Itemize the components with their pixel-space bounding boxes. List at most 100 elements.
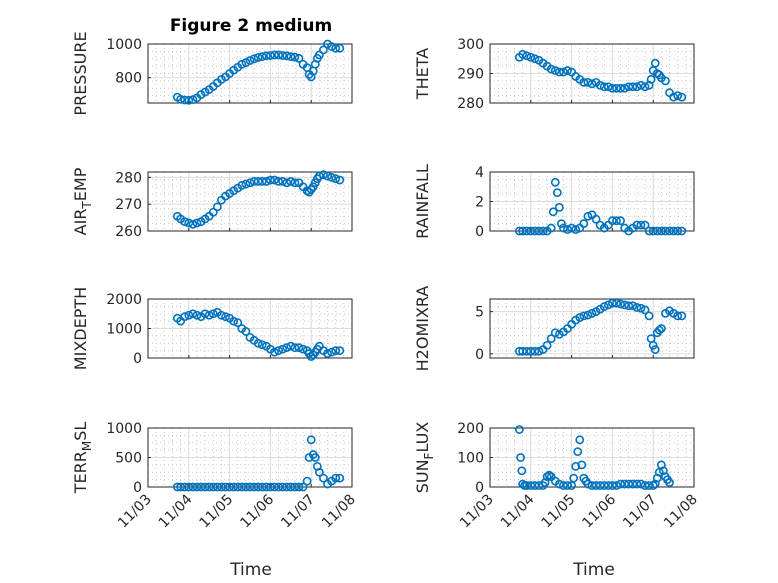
data-point (616, 216, 625, 226)
data-point (274, 346, 283, 356)
data-point (188, 219, 198, 229)
data-point (563, 66, 572, 75)
data-point (644, 481, 654, 490)
data-point (278, 176, 288, 186)
data-point (522, 226, 532, 236)
data-point (587, 481, 597, 490)
y-axis-label: TERRMSL (71, 422, 94, 495)
data-point (661, 226, 670, 236)
y-axis-label-part: T (80, 201, 94, 210)
data-point (184, 482, 194, 492)
y-tick-label: 0 (133, 480, 142, 496)
figure-title: Figure 2 medium (170, 16, 332, 36)
data-point (644, 226, 654, 236)
data-point (282, 482, 292, 492)
data-point (628, 301, 638, 311)
data-point (176, 94, 186, 104)
data-point (612, 481, 621, 490)
data-point (217, 482, 226, 492)
y-axis-label: AIRTEMP (71, 167, 94, 235)
data-point (571, 461, 581, 471)
y-tick-label: 0 (133, 351, 142, 367)
data-point (522, 346, 532, 356)
data-point (253, 338, 263, 348)
data-point (587, 308, 597, 318)
data-point (591, 481, 601, 490)
data-point (550, 328, 560, 338)
subplot-pressure: 800 1000 PRESSURE (71, 31, 353, 116)
data-point (225, 482, 234, 492)
data-point (640, 305, 650, 315)
data-point (314, 171, 324, 181)
data-point (270, 50, 279, 60)
data-point (261, 482, 271, 492)
data-point (552, 188, 562, 198)
data-point (286, 341, 296, 351)
data-point (241, 482, 251, 492)
data-point (559, 223, 568, 233)
data-point (278, 482, 288, 492)
data-point (319, 170, 328, 180)
data-point (577, 460, 587, 470)
data-point (282, 178, 292, 188)
data-point (518, 226, 528, 236)
data-point (652, 226, 662, 236)
data-point (319, 473, 328, 483)
data-point (599, 302, 609, 311)
data-point (331, 174, 341, 184)
data-point (603, 82, 613, 92)
data-point (616, 299, 625, 309)
y-axis-label: RAINFALL (413, 164, 432, 239)
data-point (204, 482, 214, 492)
data-point (530, 54, 540, 64)
y-tick-label: 0 (475, 347, 484, 363)
data-point (603, 481, 613, 490)
y-axis-label: H2OMIXRA (413, 286, 432, 372)
y-axis-label: SUNFLUX (413, 422, 436, 494)
data-point (612, 216, 621, 226)
y-axis-label-part: THETA (413, 48, 432, 100)
data-point (644, 311, 654, 321)
y-axis-label-part: SL (71, 422, 90, 441)
data-point (208, 482, 218, 492)
y-tick-label: 260 (115, 224, 142, 240)
data-point (526, 481, 536, 490)
data-point (628, 82, 638, 92)
data-point (257, 482, 267, 492)
subplot-rainfall: 0 2 4 RAINFALL (413, 164, 695, 240)
data-point (526, 52, 536, 62)
data-point (554, 202, 564, 212)
data-point (620, 83, 630, 93)
data-point (677, 92, 687, 102)
data-point (599, 82, 609, 92)
data-point (274, 50, 283, 60)
data-point (314, 467, 324, 477)
data-point (650, 58, 660, 68)
data-point (624, 82, 634, 92)
data-point (212, 482, 222, 492)
y-tick-label: 2 (475, 195, 484, 211)
data-point (591, 214, 601, 224)
data-point (650, 345, 660, 354)
y-axis-label-part: F (422, 452, 436, 459)
data-point (595, 481, 605, 490)
data-point (261, 176, 271, 186)
data-point (221, 482, 230, 492)
data-point (526, 346, 536, 356)
data-point (286, 52, 296, 62)
y-axis-label-part: PRESSURE (71, 31, 90, 115)
y-tick-label: 200 (457, 421, 484, 437)
data-point (204, 310, 214, 320)
y-tick-label: 1000 (106, 37, 142, 53)
data-point (257, 340, 267, 350)
data-point (567, 223, 576, 233)
data-point (632, 479, 642, 489)
data-point (253, 53, 263, 62)
data-point (648, 340, 658, 350)
data-point (522, 481, 532, 490)
axes-box (147, 43, 353, 104)
data-point (253, 176, 263, 186)
data-point (180, 482, 190, 492)
data-point (587, 79, 597, 89)
data-point (265, 175, 275, 185)
